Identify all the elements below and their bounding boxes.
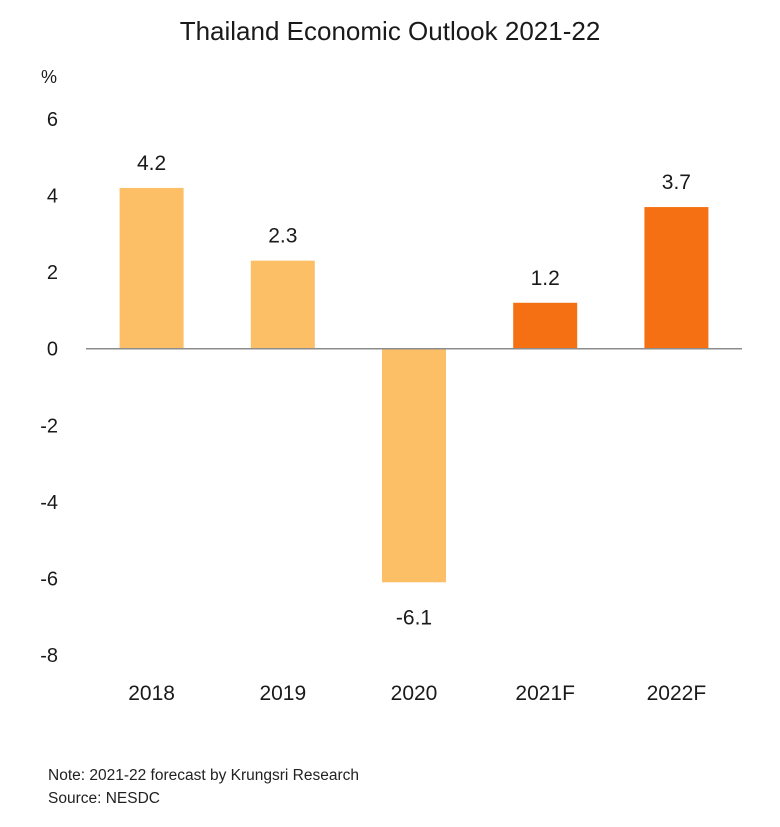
y-axis-unit-label: % — [41, 67, 57, 87]
x-tick-label: 2019 — [259, 682, 306, 705]
data-label-2018: 4.2 — [137, 152, 166, 175]
x-tick-label: 2020 — [391, 682, 438, 705]
bar-2019 — [250, 260, 315, 349]
data-label-2019: 2.3 — [268, 225, 297, 248]
bar-2018 — [119, 187, 184, 349]
x-tick-label: 2018 — [128, 682, 175, 705]
bar-2020 — [382, 348, 446, 583]
chart-title: Thailand Economic Outlook 2021-22 — [180, 16, 601, 46]
data-labels: 4.2 2.3 -6.1 1.2 3.7 — [137, 152, 691, 629]
y-tick-label: -6 — [40, 568, 58, 590]
data-label-2020: -6.1 — [396, 606, 432, 629]
y-tick-label: -8 — [40, 645, 58, 667]
source-text: Source: NESDC — [48, 790, 160, 807]
data-label-2021f: 1.2 — [531, 267, 560, 290]
y-tick-label: 0 — [47, 339, 58, 361]
x-tick-label: 2022F — [647, 682, 707, 705]
y-tick-label: 4 — [47, 186, 58, 208]
y-tick-label: 2 — [47, 262, 58, 284]
y-tick-label: 6 — [47, 109, 58, 131]
x-tick-label: 2021F — [515, 682, 575, 705]
data-label-2022f: 3.7 — [662, 171, 691, 194]
bar-2021f — [513, 302, 578, 349]
y-axis-tick-labels: 6 4 2 0 -2 -4 -6 -8 — [40, 109, 58, 667]
x-axis-tick-labels: 2018 2019 2020 2021F 2022F — [128, 682, 706, 705]
bars — [119, 187, 709, 583]
note-text: Note: 2021-22 forecast by Krungsri Resea… — [48, 767, 360, 784]
chart-notes: Note: 2021-22 forecast by Krungsri Resea… — [48, 764, 359, 810]
bar-2022f — [644, 207, 709, 349]
y-tick-label: -4 — [40, 492, 58, 514]
y-tick-label: -2 — [40, 415, 58, 437]
